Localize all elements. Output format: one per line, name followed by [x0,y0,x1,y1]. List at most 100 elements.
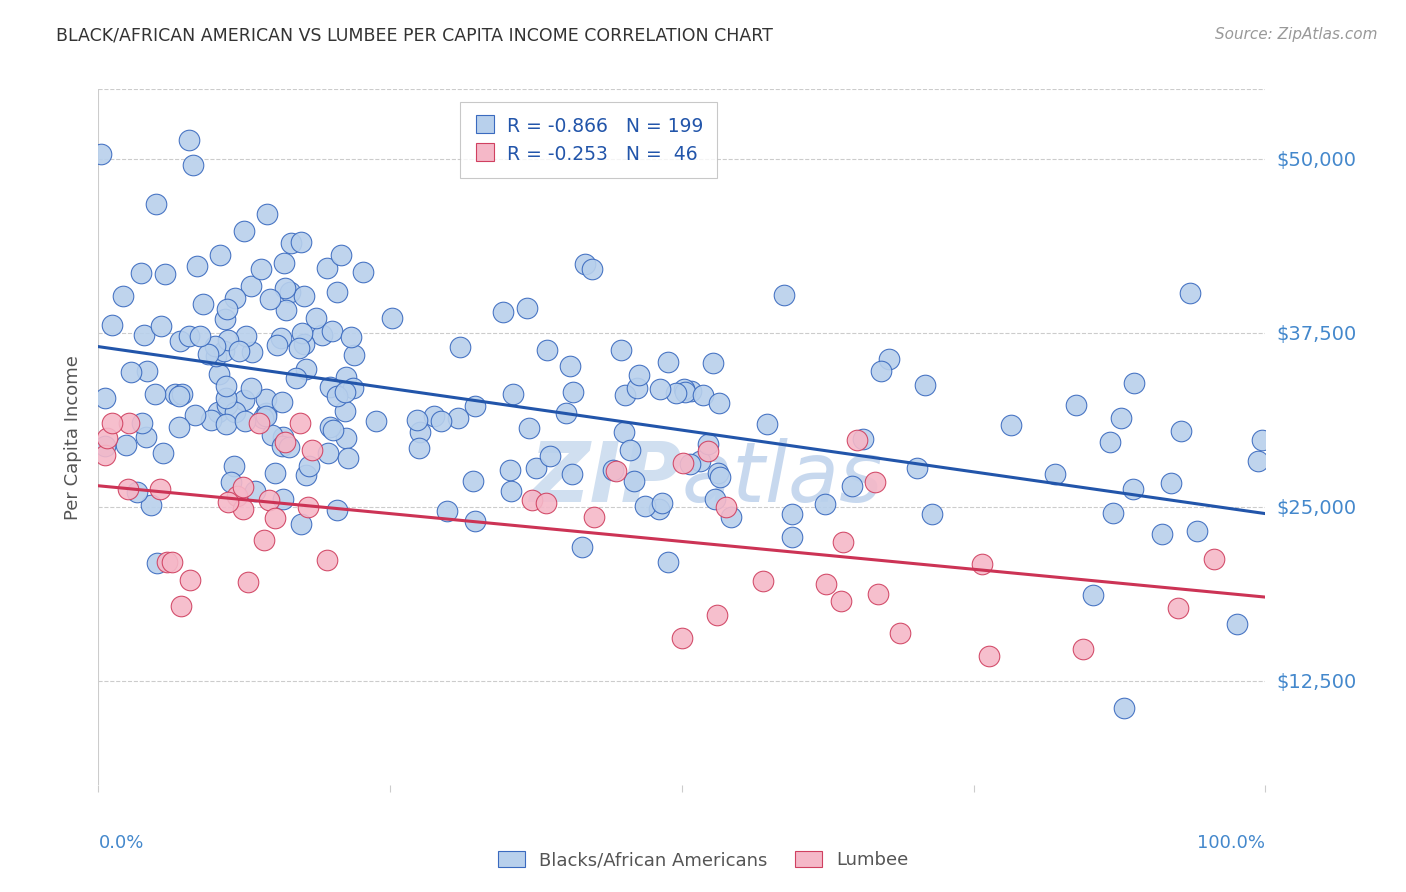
Point [212,344,235,359]
Point [292,337,315,351]
Point [1150,527,1173,541]
Point [143,386,166,401]
Point [1101,506,1123,520]
Point [321,324,343,338]
Point [679,457,702,471]
Point [342,381,364,395]
Point [169,389,191,403]
Point [315,260,337,275]
Point [335,431,357,445]
Point [561,467,583,481]
Point [100,416,122,430]
Point [326,389,349,403]
Point [179,573,201,587]
Point [153,267,176,281]
Point [648,502,671,516]
Point [538,449,561,463]
Point [170,599,193,614]
Point [498,463,520,477]
Point [756,417,779,431]
Point [602,462,624,476]
Point [830,593,852,607]
Point [517,421,540,435]
Point [240,278,263,293]
Point [689,454,711,468]
Point [832,534,855,549]
Point [100,318,122,332]
Point [325,503,347,517]
Point [134,328,156,343]
Point [681,384,703,399]
Point [188,328,211,343]
Point [224,292,246,306]
Point [252,411,274,425]
Point [558,359,581,373]
Point [619,442,641,457]
Point [335,404,357,418]
Point [214,378,236,392]
Point [271,430,294,444]
Text: ZIP: ZIP [529,438,682,519]
Point [1081,588,1104,602]
Point [869,364,891,378]
Point [463,474,485,488]
Point [226,489,249,503]
Point [215,398,238,412]
Point [1122,483,1144,497]
Point [697,437,720,451]
Point [114,438,136,452]
Point [233,224,256,238]
Point [297,500,319,514]
Point [288,416,311,430]
Point [1202,552,1225,566]
Point [408,425,430,440]
Point [1167,601,1189,615]
Point [233,414,256,428]
Point [217,333,239,347]
Point [156,555,179,569]
Point [311,327,333,342]
Point [217,494,239,508]
Point [623,474,645,488]
Point [430,414,453,428]
Point [436,504,458,518]
Point [264,466,287,480]
Point [337,450,360,465]
Point [773,287,796,301]
Point [186,259,208,273]
Point [1122,376,1144,390]
Point [181,158,204,172]
Point [253,533,276,547]
Point [131,266,153,280]
Point [280,235,302,250]
Point [605,464,627,478]
Point [1109,411,1132,425]
Point [516,301,538,315]
Point [94,391,117,405]
Point [979,648,1001,663]
Point [609,343,631,357]
Point [179,133,201,147]
Point [274,302,297,317]
Point [200,413,222,427]
Point [720,509,742,524]
Point [259,292,281,306]
Point [852,432,875,446]
Point [120,366,142,380]
Point [381,310,404,325]
Point [160,555,183,569]
Point [1160,476,1182,491]
Point [846,434,869,448]
Point [582,510,605,524]
Point [94,448,117,462]
Point [295,361,318,376]
Point [217,301,239,316]
Point [863,475,886,489]
Point [232,481,254,495]
Point [352,265,374,279]
Point [709,470,731,484]
Point [236,575,259,590]
Point [243,483,266,498]
Point [288,341,311,355]
Point [250,262,273,277]
